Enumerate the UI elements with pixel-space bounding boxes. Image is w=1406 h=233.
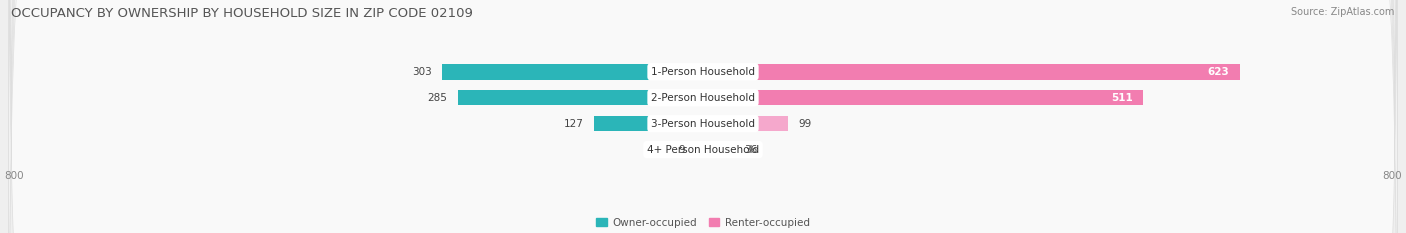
Text: 1-Person Household: 1-Person Household bbox=[651, 67, 755, 77]
Text: OCCUPANCY BY OWNERSHIP BY HOUSEHOLD SIZE IN ZIP CODE 02109: OCCUPANCY BY OWNERSHIP BY HOUSEHOLD SIZE… bbox=[11, 7, 474, 20]
Bar bbox=[593, 116, 703, 131]
Bar bbox=[441, 64, 703, 79]
Text: Source: ZipAtlas.com: Source: ZipAtlas.com bbox=[1291, 7, 1395, 17]
FancyBboxPatch shape bbox=[8, 0, 1398, 233]
Bar bbox=[457, 90, 703, 106]
Text: 303: 303 bbox=[412, 67, 432, 77]
Bar bbox=[703, 142, 734, 157]
Text: 4+ Person Household: 4+ Person Household bbox=[647, 145, 759, 155]
FancyBboxPatch shape bbox=[8, 0, 1398, 233]
FancyBboxPatch shape bbox=[8, 0, 1398, 233]
Text: 511: 511 bbox=[1111, 93, 1133, 103]
Text: 623: 623 bbox=[1208, 67, 1229, 77]
Bar bbox=[703, 64, 1240, 79]
Text: 2-Person Household: 2-Person Household bbox=[651, 93, 755, 103]
Text: 99: 99 bbox=[799, 119, 811, 129]
Legend: Owner-occupied, Renter-occupied: Owner-occupied, Renter-occupied bbox=[592, 213, 814, 232]
Text: 9: 9 bbox=[678, 145, 685, 155]
Bar bbox=[703, 116, 789, 131]
Text: 127: 127 bbox=[564, 119, 583, 129]
Bar bbox=[695, 142, 703, 157]
Bar bbox=[703, 90, 1143, 106]
FancyBboxPatch shape bbox=[8, 0, 1398, 233]
Text: 3-Person Household: 3-Person Household bbox=[651, 119, 755, 129]
Text: 36: 36 bbox=[744, 145, 758, 155]
Text: 285: 285 bbox=[427, 93, 447, 103]
